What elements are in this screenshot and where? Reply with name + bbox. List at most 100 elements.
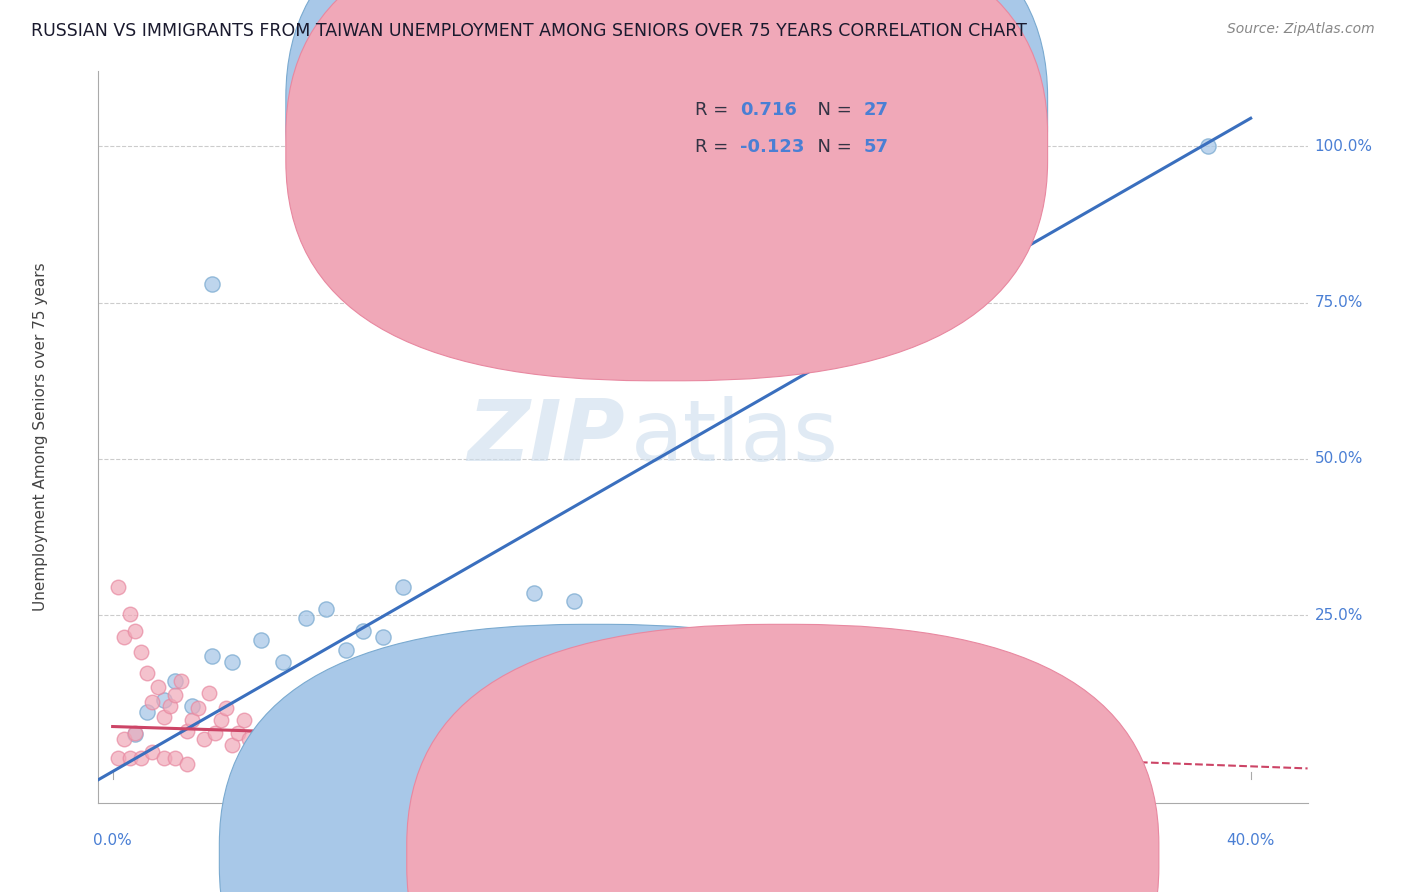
Text: Immigrants from Taiwan: Immigrants from Taiwan (806, 848, 991, 863)
Point (371, 739, 394, 753)
Point (193, 732, 215, 747)
Point (198, 686, 221, 700)
Point (153, 709, 176, 723)
Point (221, 655, 243, 669)
Point (260, 713, 283, 727)
Text: 0.716: 0.716 (741, 101, 797, 120)
Point (685, 634, 707, 648)
Point (153, 692, 176, 706)
Text: atlas: atlas (630, 395, 838, 479)
Point (343, 739, 366, 753)
Point (301, 745, 323, 759)
Point (165, 751, 187, 765)
Point (648, 630, 671, 644)
Point (713, 759, 735, 773)
FancyBboxPatch shape (633, 84, 941, 178)
Point (562, 594, 585, 608)
Point (571, 751, 593, 765)
Point (599, 751, 621, 765)
Point (273, 726, 295, 740)
Point (153, 751, 176, 765)
Point (129, 644, 152, 658)
Point (352, 624, 374, 638)
Point (165, 688, 187, 702)
Point (135, 705, 157, 719)
Text: 40.0%: 40.0% (1226, 833, 1275, 848)
FancyBboxPatch shape (285, 0, 1047, 381)
Point (107, 580, 129, 594)
Point (295, 739, 318, 753)
Point (741, 759, 763, 773)
Point (290, 745, 312, 759)
Point (385, 745, 408, 759)
Point (485, 642, 508, 657)
Point (429, 751, 451, 765)
Point (457, 653, 479, 667)
Point (657, 751, 679, 765)
Point (607, 642, 630, 657)
Point (165, 673, 187, 688)
Point (329, 745, 352, 759)
Point (170, 673, 193, 688)
Point (485, 757, 508, 772)
Point (107, 751, 129, 765)
Point (401, 739, 423, 753)
Text: 100.0%: 100.0% (1315, 139, 1372, 154)
Point (232, 713, 254, 727)
Point (118, 607, 141, 621)
Point (685, 757, 707, 772)
Text: Russians: Russians (619, 848, 685, 863)
Point (221, 739, 243, 753)
Point (243, 745, 266, 759)
Point (523, 586, 546, 600)
Point (627, 757, 650, 772)
Point (112, 732, 135, 747)
Point (129, 751, 152, 765)
Text: 75.0%: 75.0% (1315, 295, 1362, 310)
Point (323, 739, 346, 753)
Point (209, 713, 232, 727)
Point (295, 611, 318, 625)
Text: ZIP: ZIP (467, 395, 624, 479)
Text: 25.0%: 25.0% (1315, 607, 1362, 623)
Point (159, 698, 181, 713)
Text: 57: 57 (863, 137, 889, 156)
Point (176, 757, 198, 772)
Point (181, 698, 204, 713)
Point (118, 751, 141, 765)
Point (201, 648, 224, 663)
Point (335, 642, 357, 657)
Text: RUSSIAN VS IMMIGRANTS FROM TAIWAN UNEMPLOYMENT AMONG SENIORS OVER 75 YEARS CORRE: RUSSIAN VS IMMIGRANTS FROM TAIWAN UNEMPL… (31, 22, 1026, 40)
Text: -0.123: -0.123 (741, 137, 804, 156)
Point (315, 602, 337, 616)
Point (543, 745, 565, 759)
Point (201, 277, 224, 291)
FancyBboxPatch shape (285, 0, 1047, 344)
Point (135, 665, 157, 680)
Text: 0.0%: 0.0% (93, 833, 132, 848)
Point (457, 751, 479, 765)
Point (278, 739, 301, 753)
Point (176, 723, 198, 738)
Text: Unemployment Among Seniors over 75 years: Unemployment Among Seniors over 75 years (32, 263, 48, 611)
Point (409, 673, 432, 688)
Text: R =: R = (695, 101, 734, 120)
Point (249, 739, 271, 753)
Point (392, 580, 415, 594)
Point (124, 624, 146, 638)
Text: 27: 27 (863, 101, 889, 120)
Text: Source: ZipAtlas.com: Source: ZipAtlas.com (1227, 22, 1375, 37)
Point (146, 680, 169, 694)
Point (1197, 139, 1219, 153)
Point (371, 630, 394, 644)
Text: N =: N = (806, 137, 858, 156)
Point (238, 732, 260, 747)
Point (215, 700, 238, 714)
FancyBboxPatch shape (219, 624, 972, 892)
Point (112, 630, 135, 644)
Point (284, 732, 307, 747)
Point (141, 745, 163, 759)
Point (141, 694, 163, 708)
Point (254, 726, 277, 740)
FancyBboxPatch shape (406, 624, 1159, 892)
